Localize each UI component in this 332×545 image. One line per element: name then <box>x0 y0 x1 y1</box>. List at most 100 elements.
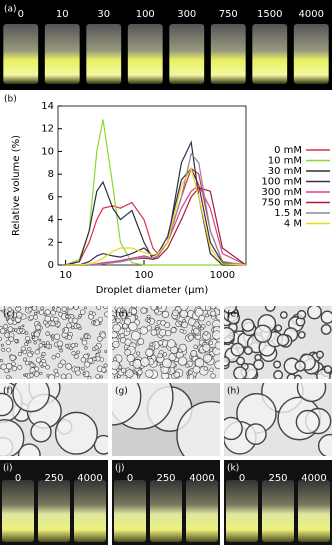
droplet <box>53 368 59 374</box>
droplet <box>115 318 121 324</box>
droplet <box>279 311 288 319</box>
droplet <box>101 367 107 373</box>
droplet <box>306 306 322 320</box>
droplet <box>3 367 10 374</box>
droplet <box>253 359 265 371</box>
droplet <box>70 343 76 349</box>
droplet <box>112 383 142 426</box>
y-tick-label: 4 <box>48 215 54 226</box>
droplet <box>80 337 83 341</box>
droplet <box>45 364 50 370</box>
droplet <box>117 365 123 370</box>
droplet <box>164 322 171 329</box>
droplet <box>112 346 115 351</box>
legend-label: 300 mM <box>261 187 302 198</box>
droplet <box>18 326 22 329</box>
droplet <box>178 321 183 325</box>
y-tick-label: 10 <box>41 146 54 157</box>
droplet <box>97 316 104 323</box>
x-tick-label: 10 <box>59 270 72 281</box>
droplet <box>35 357 42 363</box>
droplet <box>14 328 18 332</box>
droplet <box>193 344 198 349</box>
droplet <box>179 328 184 334</box>
droplet <box>295 409 320 435</box>
droplet <box>61 306 67 312</box>
droplet <box>273 360 282 369</box>
droplet <box>166 339 176 349</box>
droplet <box>112 331 118 339</box>
x-tick-label: 100 <box>134 270 153 281</box>
panel-label: (d) <box>115 310 128 320</box>
droplet <box>120 307 126 313</box>
droplet <box>104 311 108 318</box>
droplet <box>224 306 237 314</box>
droplet <box>41 341 46 346</box>
vial <box>186 480 218 542</box>
droplet <box>113 375 118 379</box>
droplet <box>297 330 306 339</box>
droplet <box>178 356 188 366</box>
droplet <box>193 327 200 335</box>
droplet <box>65 363 72 370</box>
droplet <box>29 362 35 368</box>
vial-label: 4000 <box>301 473 326 484</box>
x-axis-label: Droplet diameter (μm) <box>96 285 209 296</box>
vial-label: 4000 <box>77 473 102 484</box>
droplet <box>124 317 131 325</box>
droplet <box>86 334 92 339</box>
droplet <box>56 340 63 347</box>
droplet <box>55 307 61 313</box>
droplet <box>65 343 69 348</box>
droplet <box>97 349 102 353</box>
droplet <box>0 363 7 370</box>
droplet <box>77 316 81 320</box>
droplet <box>51 355 56 360</box>
droplet <box>203 330 209 336</box>
droplet <box>65 314 69 319</box>
droplet <box>0 419 25 456</box>
series-line <box>65 119 246 266</box>
droplet <box>224 416 243 441</box>
droplet <box>124 349 131 356</box>
droplet <box>4 332 11 338</box>
droplet <box>119 332 125 339</box>
droplet <box>199 326 204 331</box>
droplet <box>0 392 14 417</box>
droplet <box>224 356 231 367</box>
droplet <box>243 346 253 356</box>
droplet <box>162 358 172 369</box>
droplet <box>132 359 142 369</box>
droplet <box>15 311 23 319</box>
droplet <box>130 330 141 341</box>
droplet <box>112 340 120 348</box>
droplet <box>188 370 193 375</box>
droplet <box>53 317 59 323</box>
droplet <box>71 325 75 330</box>
droplet <box>173 371 180 378</box>
droplet <box>29 314 34 320</box>
droplet <box>11 317 15 321</box>
droplet <box>43 344 47 347</box>
panel-label: (a) <box>4 5 17 15</box>
droplet <box>203 353 212 363</box>
droplet <box>230 342 245 357</box>
droplet <box>181 321 188 329</box>
droplet <box>35 324 41 331</box>
droplet <box>60 373 67 379</box>
droplet <box>130 308 138 315</box>
droplet <box>51 334 55 338</box>
y-tick-label: 12 <box>41 124 54 135</box>
x-tick-label: 1000 <box>210 270 235 281</box>
droplet <box>176 400 220 456</box>
droplet <box>157 306 162 310</box>
droplet <box>30 332 35 336</box>
series-line <box>65 167 247 266</box>
droplet <box>140 307 147 314</box>
droplet <box>323 365 332 374</box>
droplets <box>224 306 332 379</box>
droplet <box>95 374 101 379</box>
droplet <box>214 360 220 370</box>
vial-label: 750 <box>219 9 238 20</box>
droplet <box>11 365 18 372</box>
